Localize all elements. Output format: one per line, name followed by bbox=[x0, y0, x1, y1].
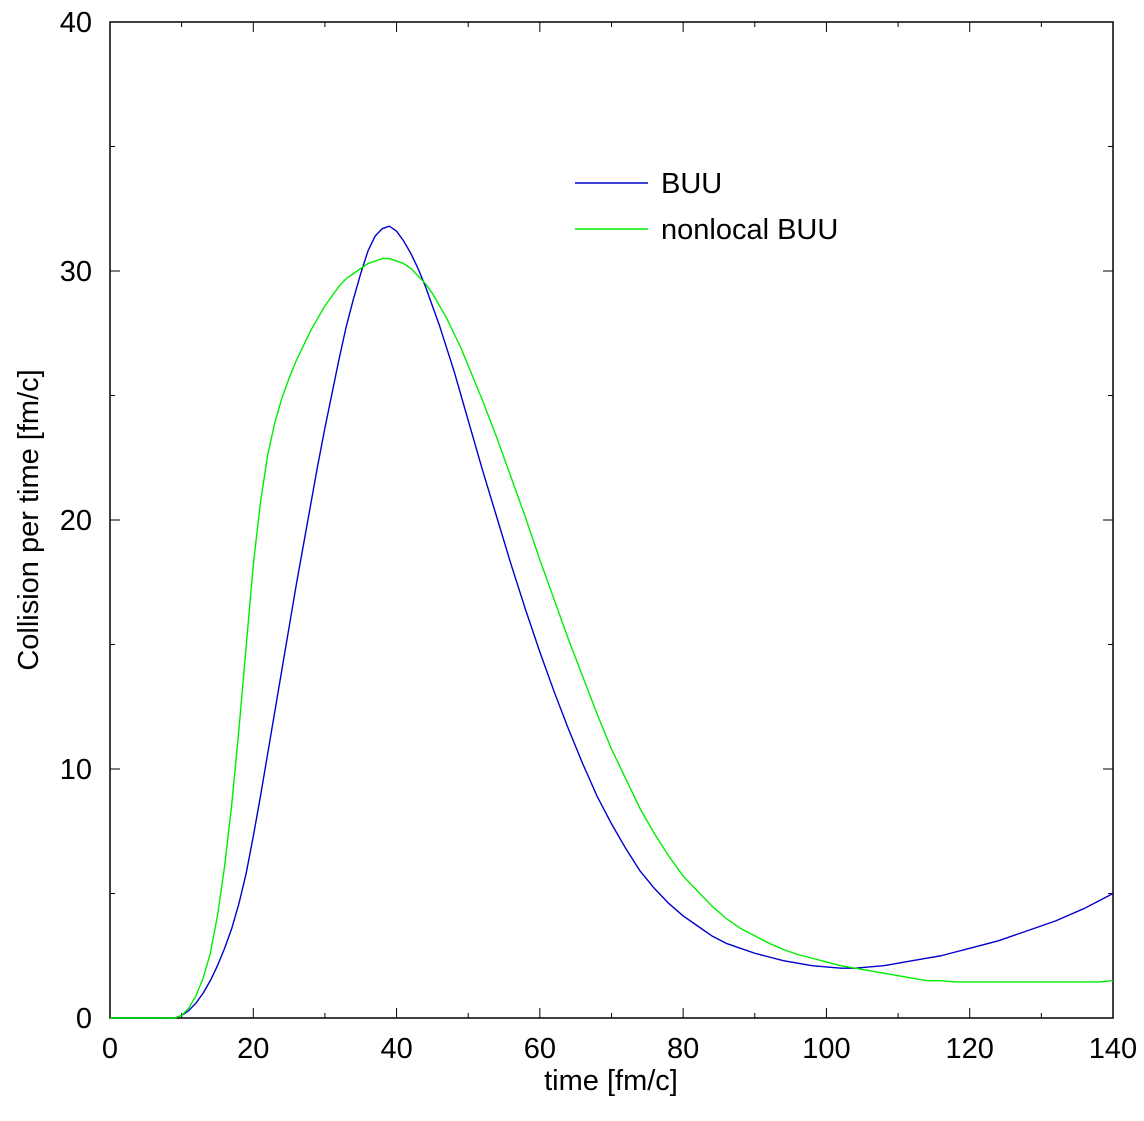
x-tick-label: 40 bbox=[380, 1033, 412, 1065]
y-tick-label: 30 bbox=[60, 256, 92, 288]
axis-ticks bbox=[109, 21, 1114, 1019]
plot-frame bbox=[109, 21, 1114, 1019]
x-tick-label: 0 bbox=[102, 1033, 118, 1065]
legend-label-nonlocal-buu: nonlocal BUU bbox=[661, 214, 838, 246]
x-tick-label: 120 bbox=[946, 1033, 994, 1065]
axis-tick-labels: 0 20 40 60 80 100 120 140 0 10 20 30 40 bbox=[60, 7, 1137, 1065]
series-line-nonlocal-buu bbox=[110, 257, 1114, 1019]
y-tick-label: 20 bbox=[60, 505, 92, 537]
y-tick-label: 10 bbox=[60, 754, 92, 786]
x-tick-label: 140 bbox=[1089, 1033, 1137, 1065]
series-lines bbox=[110, 225, 1114, 1019]
series-line-buu bbox=[110, 225, 1114, 1019]
x-axis-title: time [fm/c] bbox=[544, 1065, 678, 1097]
y-tick-label: 0 bbox=[76, 1003, 92, 1035]
legend-label-buu: BUU bbox=[661, 168, 722, 200]
x-tick-label: 100 bbox=[802, 1033, 850, 1065]
x-tick-label: 60 bbox=[524, 1033, 556, 1065]
y-tick-label: 40 bbox=[60, 7, 92, 39]
x-tick-label: 20 bbox=[237, 1033, 269, 1065]
y-axis-title: Collision per time [fm/c] bbox=[13, 369, 45, 670]
x-tick-label: 80 bbox=[667, 1033, 699, 1065]
legend: BUU nonlocal BUU bbox=[575, 168, 838, 246]
